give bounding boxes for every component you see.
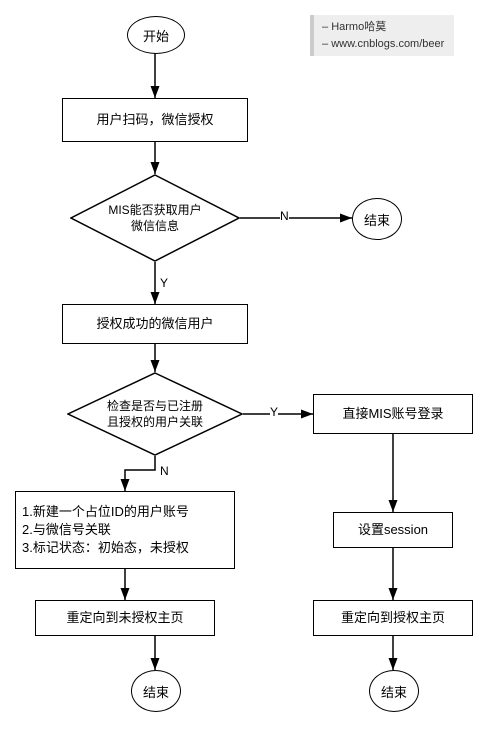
edge-label-d2-login: Y <box>270 405 278 419</box>
node-end_r: 结束 <box>369 670 419 712</box>
node-authed: 授权成功的微信用户 <box>62 304 248 344</box>
node-end_top: 结束 <box>352 198 402 240</box>
node-login: 直接MIS账号登录 <box>313 394 473 434</box>
edge-label-d1-authed: Y <box>160 276 168 290</box>
edge-label-d2-newacct: N <box>160 464 169 478</box>
node-scan: 用户扫码，微信授权 <box>62 98 248 142</box>
node-start: 开始 <box>127 16 185 54</box>
node-newacct: 1.新建一个占位ID的用户账号2.与微信号关联3.标记状态：初始态，未授权 <box>15 491 235 569</box>
edge-d2-newacct <box>125 456 155 491</box>
node-redir_au: 重定向到授权主页 <box>313 600 473 636</box>
node-d2: 检查是否与已注册且授权的用户关联 <box>67 372 243 456</box>
node-redir_un: 重定向到未授权主页 <box>35 600 215 636</box>
attribution-line: www.cnblogs.com/beer <box>322 36 444 53</box>
node-d1: MIS能否获取用户微信信息 <box>70 174 240 262</box>
attribution-box: Harmo哈莫 www.cnblogs.com/beer <box>310 15 454 56</box>
edge-label-d1-end_top: N <box>280 209 289 223</box>
node-end_l: 结束 <box>131 670 181 712</box>
node-session: 设置session <box>333 512 453 548</box>
attribution-line: Harmo哈莫 <box>322 19 444 36</box>
